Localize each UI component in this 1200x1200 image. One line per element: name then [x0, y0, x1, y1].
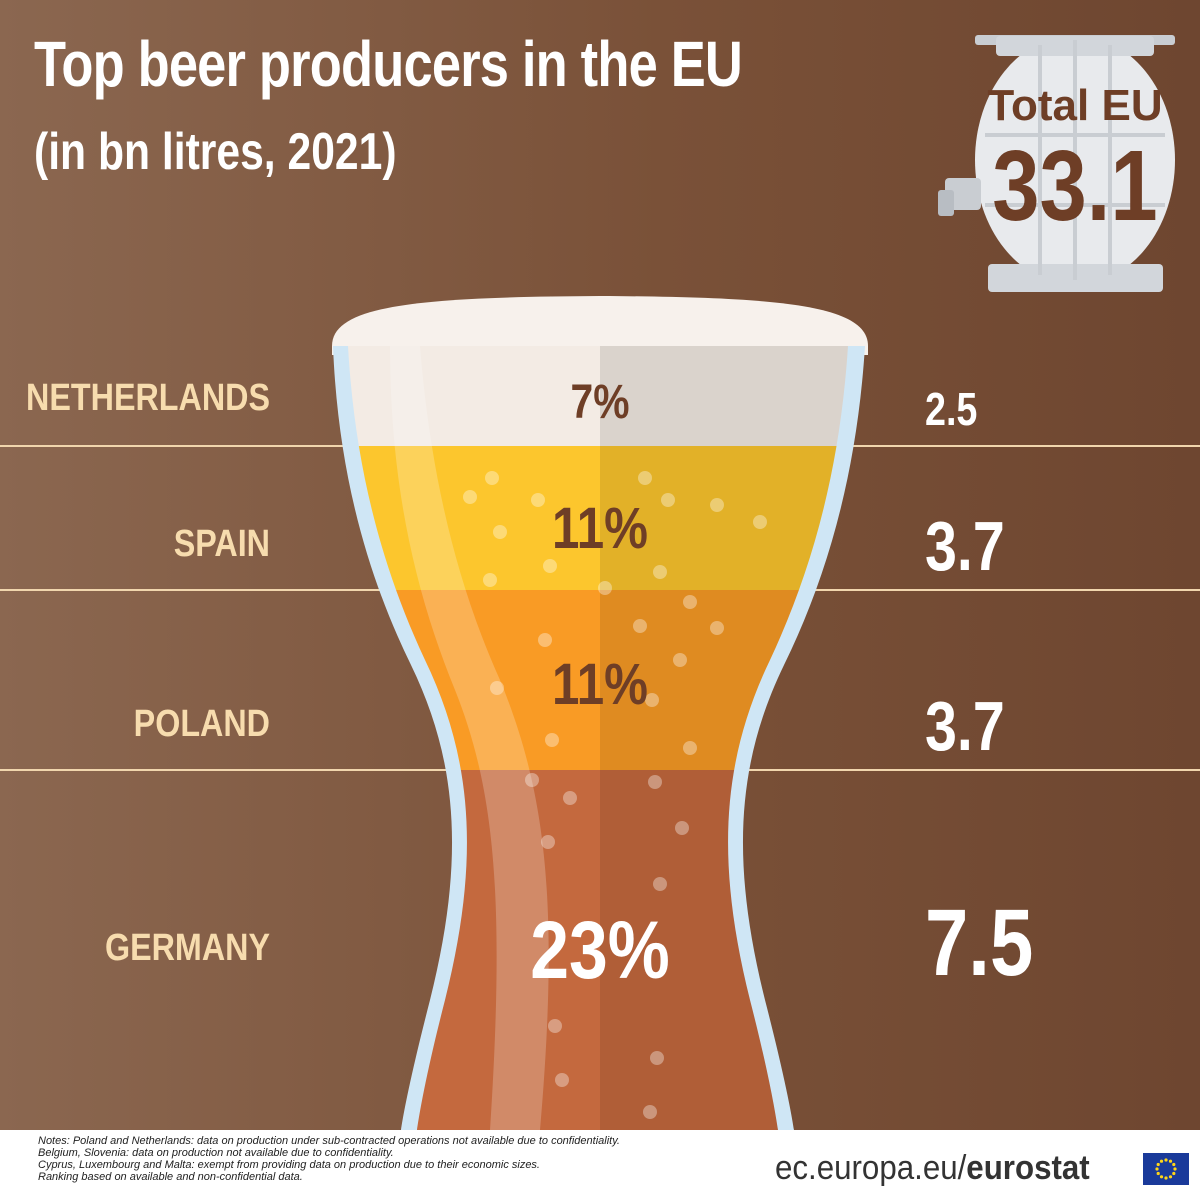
eu-flag-icon	[1143, 1153, 1189, 1185]
bubble	[538, 633, 552, 647]
value-label-poland: 3.7	[925, 687, 1005, 766]
percent-label-germany: 23%	[530, 905, 669, 997]
bubble	[675, 821, 689, 835]
bubble	[463, 490, 477, 504]
percent-label-spain: 11%	[552, 496, 648, 561]
bubble	[633, 619, 647, 633]
flag-star	[1168, 1175, 1173, 1179]
category-labels: NETHERLANDS SPAIN POLAND GERMANY	[26, 377, 270, 969]
note-line: Ranking based on available and non-confi…	[38, 1171, 303, 1183]
credit-prefix: ec.europa.eu/	[775, 1149, 967, 1187]
flag-star	[1156, 1162, 1160, 1167]
bubble	[683, 595, 697, 609]
flag-star	[1164, 1158, 1168, 1162]
bubble	[683, 741, 697, 755]
bubble	[645, 693, 659, 707]
notes-panel: Notes: Poland and Netherlands: data on p…	[0, 1130, 1200, 1200]
bubble	[753, 515, 767, 529]
category-label-germany: GERMANY	[105, 927, 270, 969]
bubble	[638, 471, 652, 485]
value-label-spain: 3.7	[925, 507, 1005, 586]
percent-label-poland: 11%	[552, 652, 648, 717]
bubble	[548, 1019, 562, 1033]
barrel-label: Total EU	[987, 81, 1162, 130]
beer-foam	[332, 296, 868, 355]
bubble	[563, 791, 577, 805]
bubble	[531, 493, 545, 507]
bubble	[490, 681, 504, 695]
flag-star	[1173, 1167, 1177, 1171]
segment-spain	[348, 446, 848, 590]
bubble	[661, 493, 675, 507]
value-labels: 2.5 3.7 3.7 7.5	[925, 383, 1033, 995]
flag-star	[1168, 1159, 1173, 1163]
bubble	[710, 621, 724, 635]
bubble	[541, 835, 555, 849]
bubble	[543, 559, 557, 573]
chart-subtitle: (in bn litres, 2021)	[34, 123, 397, 181]
bubble	[525, 773, 539, 787]
flag-star	[1172, 1162, 1176, 1167]
credit-brand: eurostat	[966, 1149, 1090, 1187]
beer-glass-chart: Total EU 33.1 NETHERLANDS SPAIN POLAND GERM…	[0, 35, 1200, 1130]
bubble	[653, 877, 667, 891]
flag-star	[1164, 1176, 1168, 1180]
segment-netherlands	[348, 346, 848, 446]
flag-star	[1155, 1167, 1159, 1171]
note-line: Notes: Poland and Netherlands: data on p…	[38, 1135, 620, 1147]
value-label-germany: 7.5	[925, 890, 1033, 996]
bubble	[710, 498, 724, 512]
note-line: Cyprus, Luxembourg and Malta: exempt fro…	[38, 1159, 540, 1171]
bubble	[598, 581, 612, 595]
bubble	[653, 565, 667, 579]
source-credit[interactable]: ec.europa.eu/eurostat	[775, 1150, 1090, 1186]
bubble	[555, 1073, 569, 1087]
bubble	[485, 471, 499, 485]
flag-star	[1172, 1171, 1176, 1176]
barrel-total: 33.1	[992, 129, 1157, 241]
flag-star	[1156, 1171, 1160, 1176]
category-label-poland: POLAND	[134, 703, 270, 745]
category-label-netherlands: NETHERLANDS	[26, 377, 270, 419]
bubble	[648, 775, 662, 789]
bubble	[650, 1051, 664, 1065]
percent-label-netherlands: 7%	[571, 376, 630, 429]
bubble	[483, 573, 497, 587]
flag-star	[1159, 1159, 1164, 1163]
barrel-icon: Total EU 33.1	[938, 35, 1175, 292]
value-label-netherlands: 2.5	[925, 383, 977, 434]
bubbles	[463, 471, 767, 1119]
chart-title: Top beer producers in the EU	[34, 28, 743, 100]
bubble	[545, 733, 559, 747]
bubble	[643, 1105, 657, 1119]
category-label-spain: SPAIN	[174, 523, 270, 565]
note-line: Belgium, Slovenia: data on production no…	[38, 1147, 394, 1159]
percent-labels: 7% 11% 11% 23%	[530, 376, 669, 996]
flag-star	[1159, 1175, 1164, 1179]
bubble	[493, 525, 507, 539]
bubble	[673, 653, 687, 667]
